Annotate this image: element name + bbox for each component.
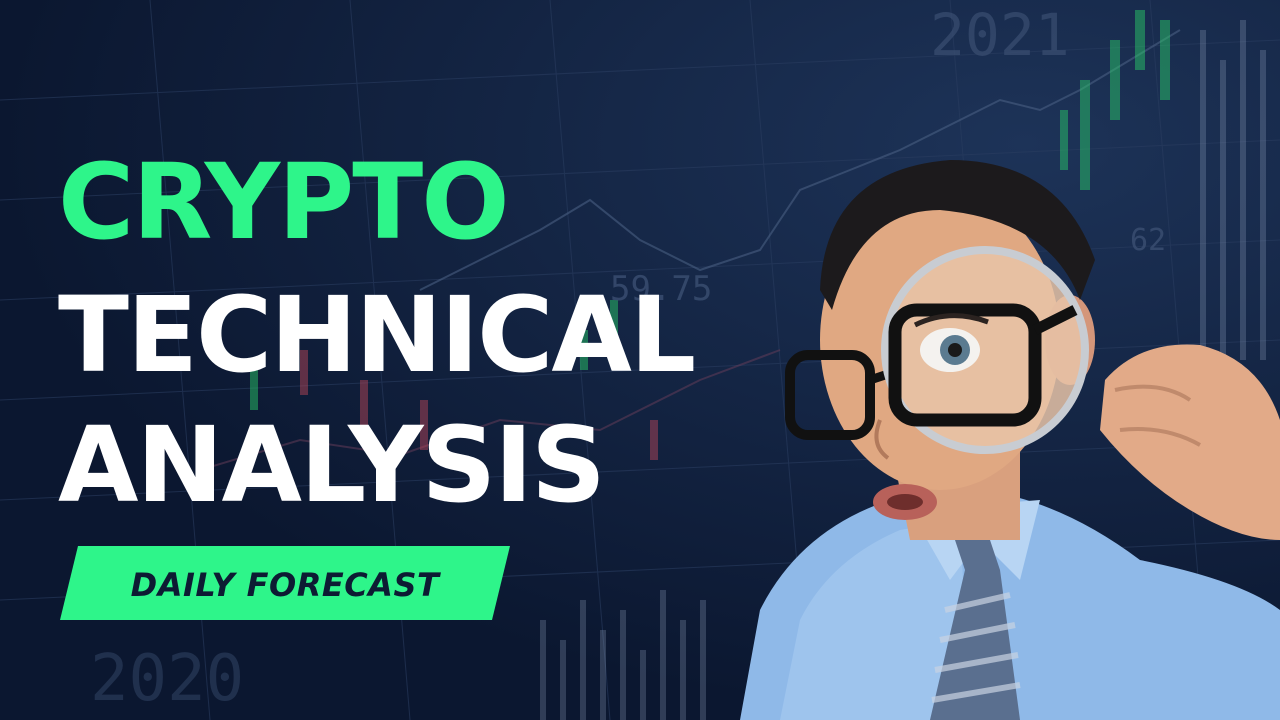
man-with-magnifying-glass-image bbox=[740, 160, 1280, 720]
price-line-lower bbox=[199, 349, 781, 471]
title-line-crypto: CRYPTO bbox=[58, 141, 510, 263]
year-top-text: 2021 bbox=[930, 1, 1070, 69]
year-bottom-text: 2020 bbox=[90, 642, 244, 716]
title-line-analysis: ANALYSIS bbox=[58, 404, 606, 526]
value-mid-text: 59.75 bbox=[610, 269, 712, 309]
title-line-technical: TECHNICAL bbox=[58, 274, 696, 396]
price-line bbox=[419, 29, 1181, 291]
badge-label: DAILY FORECAST bbox=[130, 566, 440, 604]
value-right-text: 62 bbox=[1130, 223, 1166, 258]
daily-forecast-badge: DAILY FORECAST bbox=[60, 546, 510, 620]
